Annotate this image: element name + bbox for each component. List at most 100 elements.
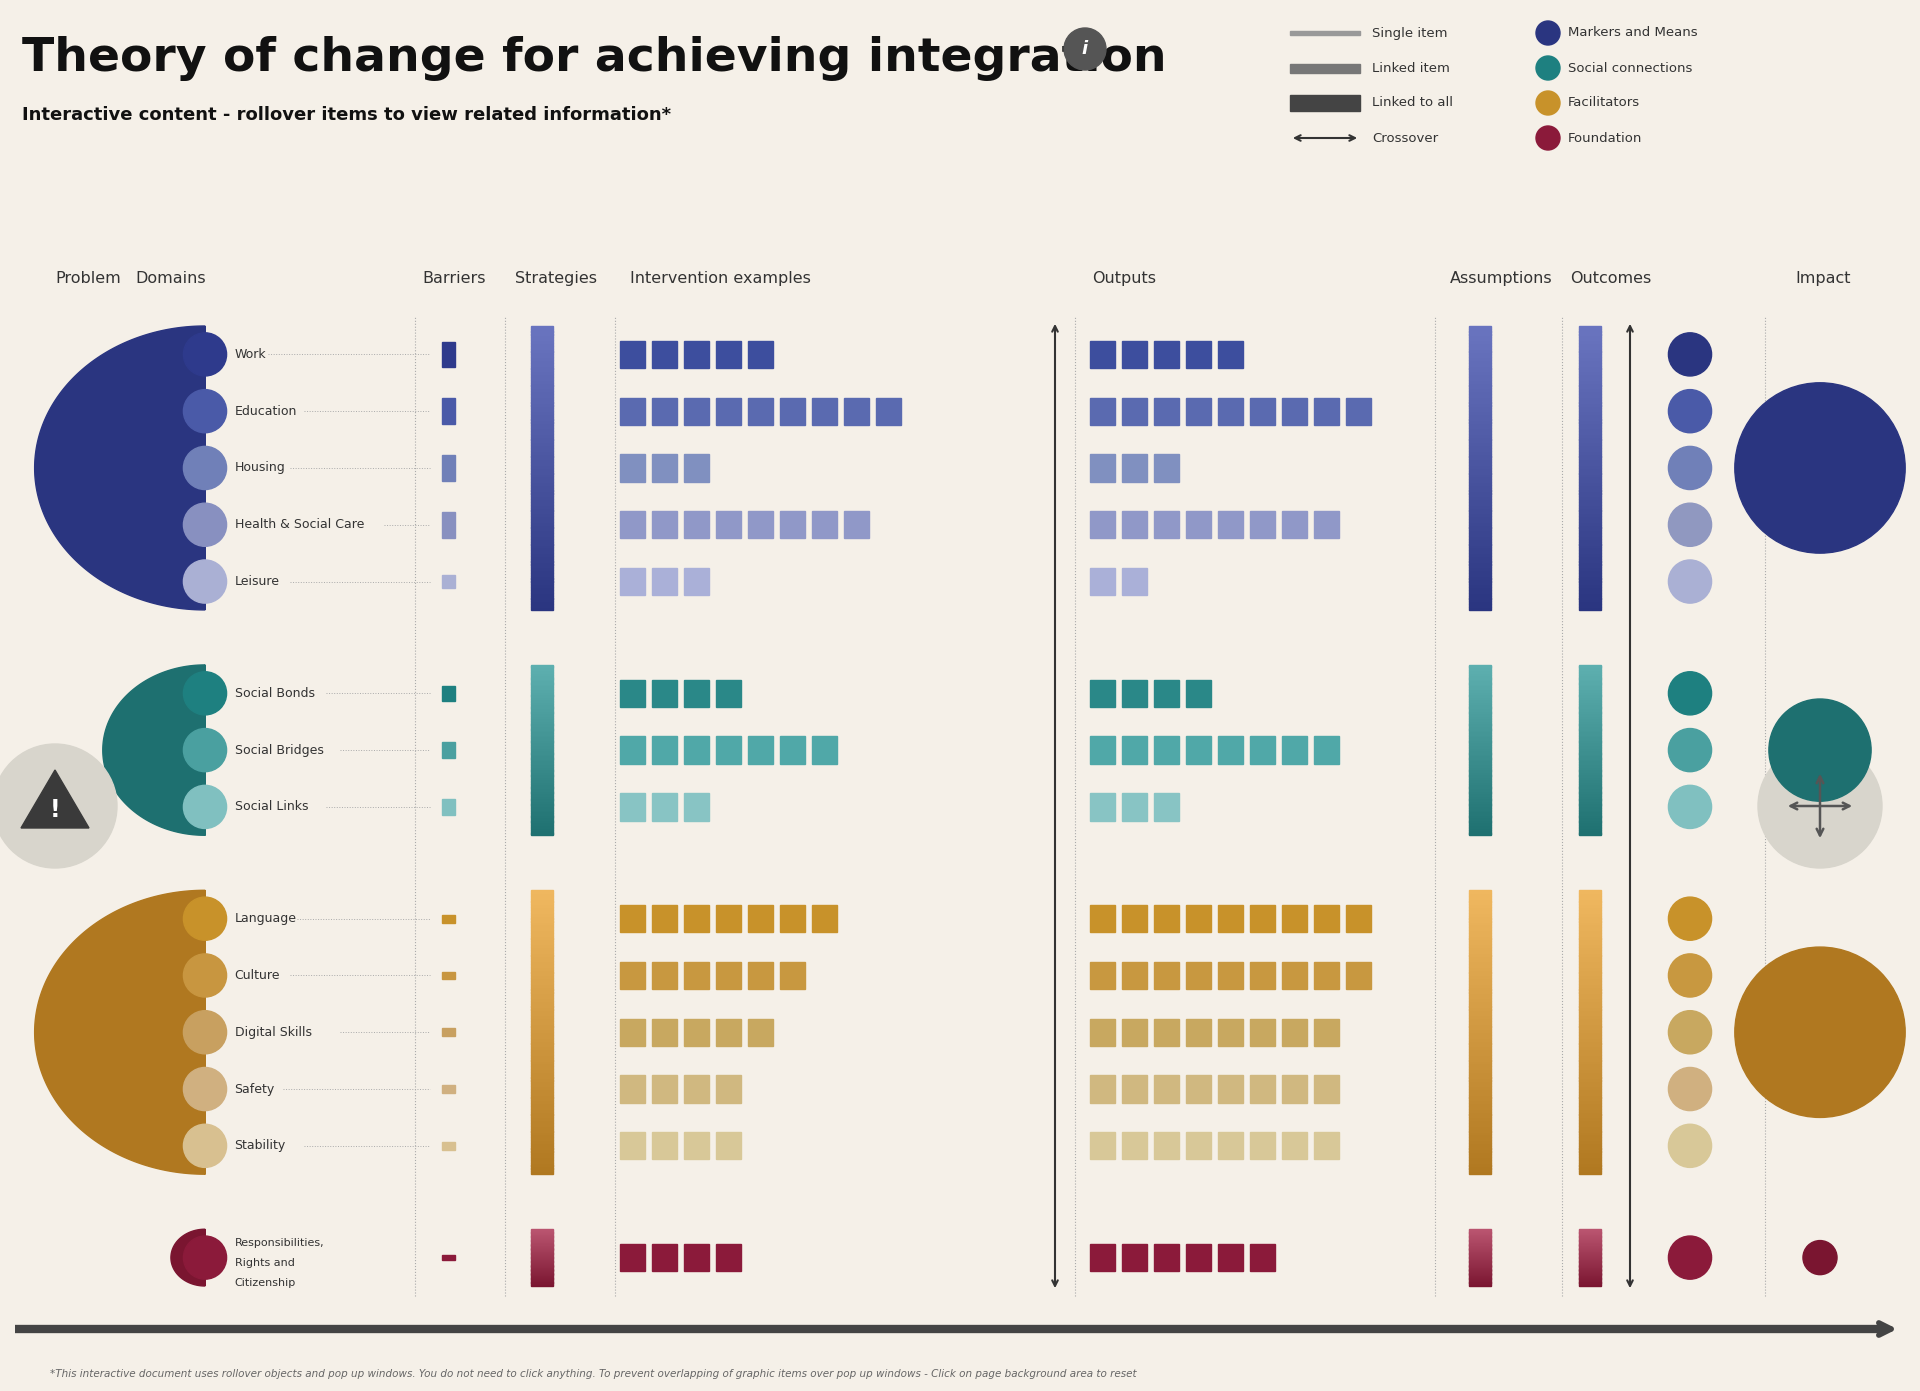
Bar <box>1469 1081 1492 1084</box>
Bar <box>532 533 553 536</box>
Bar <box>1469 388 1492 391</box>
Bar <box>1578 679 1601 680</box>
Text: Social connections: Social connections <box>1569 61 1692 75</box>
Bar <box>1578 601 1601 604</box>
Bar <box>532 732 553 733</box>
Bar <box>1469 1054 1492 1057</box>
Bar <box>532 410 553 415</box>
Bar <box>1578 426 1601 428</box>
Bar <box>1250 1132 1275 1160</box>
Bar <box>1091 510 1116 538</box>
Bar <box>1250 736 1275 764</box>
Bar <box>1469 527 1492 530</box>
Bar <box>532 924 553 928</box>
Circle shape <box>1668 1011 1711 1054</box>
Bar <box>1469 709 1492 711</box>
Bar <box>442 1255 455 1260</box>
Bar <box>1469 755 1492 757</box>
Bar <box>1469 339 1492 344</box>
Bar <box>684 398 708 424</box>
Circle shape <box>184 1011 227 1054</box>
Bar <box>1578 410 1601 415</box>
Bar <box>532 711 553 712</box>
Bar <box>1154 455 1179 481</box>
Bar <box>1578 1168 1601 1171</box>
Bar <box>1578 581 1601 584</box>
Bar <box>1469 727 1492 730</box>
Bar <box>1469 915 1492 918</box>
Bar <box>1578 337 1601 341</box>
Bar <box>1469 967 1492 970</box>
Bar <box>1469 1072 1492 1075</box>
Bar <box>1469 766 1492 769</box>
Bar <box>1578 1128 1601 1132</box>
Bar <box>532 508 553 510</box>
Bar <box>532 1155 553 1157</box>
Bar <box>1469 1097 1492 1100</box>
Bar <box>1469 762 1492 764</box>
Bar <box>1121 1244 1146 1271</box>
Bar <box>1121 736 1146 764</box>
Text: Leisure: Leisure <box>234 574 280 588</box>
Bar <box>1578 453 1601 456</box>
Bar <box>532 754 553 755</box>
Text: Work: Work <box>234 348 267 360</box>
Bar <box>532 1168 553 1171</box>
Bar <box>1469 833 1492 835</box>
Bar <box>532 762 553 764</box>
Bar <box>1250 1018 1275 1046</box>
Bar <box>1469 890 1492 893</box>
Bar <box>1154 961 1179 989</box>
Bar <box>532 334 553 338</box>
Bar <box>1578 714 1601 716</box>
Bar <box>532 1032 553 1035</box>
Bar <box>532 462 553 465</box>
Bar <box>1578 807 1601 808</box>
Bar <box>532 1114 553 1117</box>
Bar <box>1469 568 1492 570</box>
Bar <box>876 398 900 424</box>
Bar <box>532 488 553 491</box>
Bar <box>532 736 553 739</box>
Bar <box>1121 510 1146 538</box>
Bar <box>532 491 553 494</box>
Bar <box>620 793 645 821</box>
Bar <box>1578 1106 1601 1109</box>
Bar <box>532 926 553 931</box>
Bar <box>1469 593 1492 595</box>
Bar <box>812 398 837 424</box>
Bar <box>1578 431 1601 434</box>
Bar <box>532 1029 553 1032</box>
Bar <box>532 1134 553 1138</box>
Bar <box>442 972 455 979</box>
Bar <box>1578 675 1601 677</box>
Bar <box>653 1075 678 1103</box>
Circle shape <box>1668 954 1711 997</box>
Bar <box>532 691 553 694</box>
Bar <box>532 481 553 485</box>
Bar <box>1469 796 1492 798</box>
Bar <box>1578 764 1601 765</box>
Bar <box>1578 725 1601 726</box>
Bar <box>1578 346 1601 349</box>
Bar <box>1578 896 1601 899</box>
Bar <box>532 890 553 893</box>
Bar <box>1469 1103 1492 1106</box>
Bar <box>1578 972 1601 975</box>
Bar <box>532 476 553 480</box>
Bar <box>1578 1097 1601 1100</box>
Bar <box>1217 1018 1242 1046</box>
Bar <box>532 1015 553 1018</box>
Bar <box>1578 958 1601 961</box>
Bar <box>532 1157 553 1160</box>
Bar <box>716 961 741 989</box>
Bar <box>532 810 553 811</box>
Bar <box>1469 778 1492 779</box>
Bar <box>1154 906 1179 932</box>
Bar <box>1121 568 1146 595</box>
Bar <box>1469 363 1492 366</box>
Bar <box>532 818 553 819</box>
Bar <box>1469 775 1492 778</box>
Bar <box>1469 508 1492 510</box>
Bar <box>1217 341 1242 369</box>
